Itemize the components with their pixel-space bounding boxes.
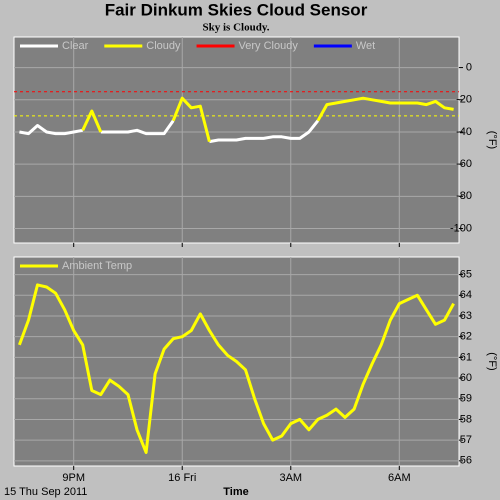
x-tick-label: 3AM xyxy=(279,472,302,484)
x-axis-label: Time xyxy=(223,486,248,498)
legend-label: Wet xyxy=(356,40,375,52)
data-line xyxy=(17,283,455,454)
chart-subtitle: Sky is Cloudy. xyxy=(203,22,270,34)
y-tick-label: 57 xyxy=(460,434,472,446)
y-tick-label: -80 xyxy=(456,190,472,202)
legend-label: Very Cloudy xyxy=(239,40,299,52)
y-tick-label: 63 xyxy=(460,310,472,322)
data-line xyxy=(19,119,320,144)
data-line xyxy=(81,96,454,142)
y-tick-label: -100 xyxy=(450,222,472,234)
y-axis-label: (°F) xyxy=(486,131,498,149)
y-tick-label: -60 xyxy=(456,158,472,170)
date-label: 15 Thu Sep 2011 xyxy=(4,486,87,498)
y-axis-label: (°F) xyxy=(486,352,498,370)
y-tick-label: 0 xyxy=(466,61,472,73)
x-tick-label: 16 Fri xyxy=(168,472,196,484)
y-tick-label: 65 xyxy=(460,268,472,280)
chart-title: Fair Dinkum Skies Cloud Sensor xyxy=(105,0,368,19)
y-tick-label: 60 xyxy=(460,372,472,384)
y-tick-label: -40 xyxy=(456,126,472,138)
legend-label: Cloudy xyxy=(146,40,181,52)
x-tick-label: 6AM xyxy=(388,472,411,484)
legend-label: Ambient Temp xyxy=(62,260,132,272)
y-tick-label: 64 xyxy=(460,289,472,301)
legend-label: Clear xyxy=(62,40,89,52)
y-tick-label: -20 xyxy=(456,94,472,106)
y-tick-label: 59 xyxy=(460,393,472,405)
y-tick-label: 61 xyxy=(460,351,472,363)
x-tick-label: 9PM xyxy=(62,472,85,484)
y-tick-label: 56 xyxy=(460,455,472,467)
y-tick-label: 58 xyxy=(460,413,472,425)
y-tick-label: 62 xyxy=(460,331,472,343)
